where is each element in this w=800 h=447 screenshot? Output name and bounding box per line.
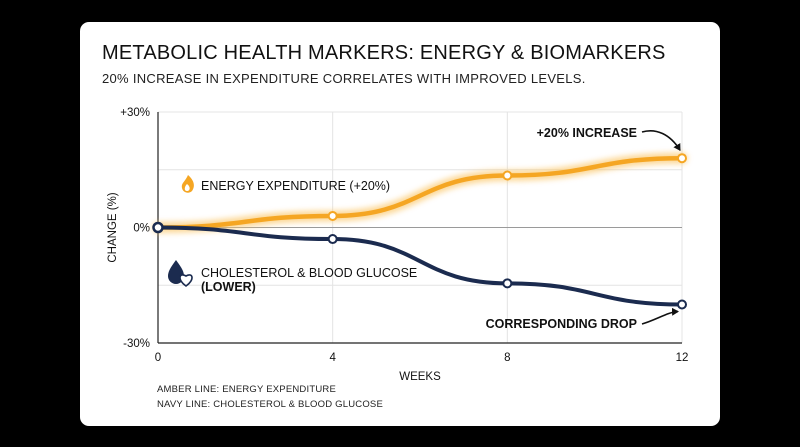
annotation-drop: CORRESPONDING DROP — [486, 317, 637, 331]
x-tick-label: 8 — [504, 352, 510, 364]
y-axis-label: CHANGE (%) — [107, 192, 119, 262]
energy-line — [155, 155, 685, 230]
chart-title: METABOLIC HEALTH MARKERS: ENERGY & BIOMA… — [102, 42, 666, 64]
footnote-amber: AMBER LINE: ENERGY EXPENDITURE — [157, 384, 336, 395]
y-tick-label: 0% — [133, 223, 150, 235]
origin-point — [152, 221, 164, 234]
energy-series-label: ENERGY EXPENDITURE (+20%) — [201, 179, 390, 193]
heart-icon — [179, 274, 193, 287]
biomarker-series-label: CHOLESTEROL & BLOOD GLUCOSE — [201, 266, 417, 280]
biomarker-line — [156, 225, 684, 307]
y-tick-label: +30% — [120, 107, 150, 119]
biomarker-point — [327, 234, 338, 245]
energy-point — [327, 210, 338, 221]
x-axis-label: WEEKS — [399, 371, 441, 383]
flame-icon-inner — [184, 184, 190, 191]
biomarker-series-label-suffix: (LOWER) — [201, 280, 256, 294]
x-tick-label: 12 — [676, 352, 689, 364]
chart-card: METABOLIC HEALTH MARKERS: ENERGY & BIOMA… — [80, 22, 720, 426]
biomarker-point — [502, 278, 513, 289]
x-tick-label: 0 — [155, 352, 161, 364]
chart-subtitle: 20% INCREASE IN EXPENDITURE CORRELATES W… — [102, 71, 586, 86]
biomarker-point — [677, 299, 687, 310]
annotation-increase: +20% INCREASE — [537, 126, 637, 140]
annotation-increase-arrow — [641, 130, 681, 152]
x-tick-label: 4 — [329, 352, 336, 364]
y-tick-label: -30% — [123, 338, 150, 350]
energy-point — [677, 153, 687, 164]
annotation-drop-arrow — [641, 307, 679, 325]
line-chart: +30% 0% -30% 0 4 8 12 WEEKS CHANGE (%) ENERGY EXP… — [107, 107, 689, 383]
footnote-navy: NAVY LINE: CHOLESTEROL & BLOOD GLUCOSE — [157, 399, 383, 410]
energy-point — [502, 170, 513, 181]
